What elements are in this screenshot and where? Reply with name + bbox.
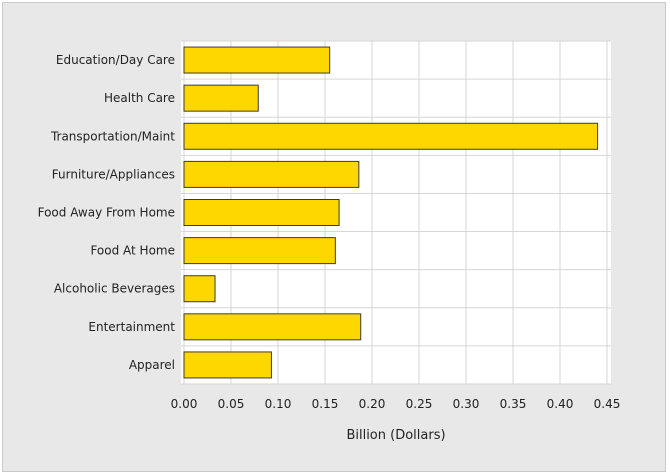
bar[interactable] — [183, 160, 360, 188]
grid-lines — [181, 40, 611, 385]
category-label: Furniture/Appliances — [52, 167, 175, 181]
category-labels: Education/Day Care Health Care Transportat… — [38, 53, 176, 372]
x-tick-label: 0.05 — [218, 397, 245, 411]
x-tick-labels: 0.00 0.05 0.10 0.15 0.20 0.25 0.30 0.35 0.40 0.45 — [171, 397, 621, 411]
bar[interactable] — [183, 84, 259, 112]
bars — [183, 46, 599, 379]
category-label: Education/Day Care — [56, 53, 175, 67]
bar[interactable] — [183, 199, 340, 226]
bar-chart: Education/Day Care Health Care Transportat… — [38, 40, 621, 443]
category-label: Entertainment — [88, 320, 175, 334]
x-tick-label: 0.45 — [594, 397, 621, 411]
category-label: Apparel — [129, 358, 175, 372]
category-label: Transportation/Maint — [50, 129, 175, 143]
chart-panel: Education/Day Care Health Care Transportat… — [2, 2, 666, 472]
category-label: Food Away From Home — [38, 206, 175, 220]
x-tick-label: 0.20 — [359, 397, 386, 411]
x-tick-label: 0.15 — [312, 397, 339, 411]
bar[interactable] — [183, 275, 216, 303]
bar[interactable] — [183, 46, 331, 74]
category-label: Food At Home — [90, 244, 175, 258]
x-tick-label: 0.25 — [406, 397, 433, 411]
x-tick-label: 0.40 — [547, 397, 574, 411]
bar[interactable] — [183, 313, 362, 341]
bar[interactable] — [183, 122, 599, 150]
x-tick-label: 0.30 — [453, 397, 480, 411]
x-axis-title: Billion (Dollars) — [346, 428, 445, 443]
x-tick-label: 0.00 — [171, 397, 198, 411]
category-label: Alcoholic Beverages — [54, 282, 175, 296]
bar[interactable] — [183, 237, 336, 265]
x-tick-label: 0.10 — [265, 397, 292, 411]
category-label: Health Care — [104, 91, 175, 105]
bar[interactable] — [183, 351, 272, 379]
x-tick-label: 0.35 — [500, 397, 527, 411]
